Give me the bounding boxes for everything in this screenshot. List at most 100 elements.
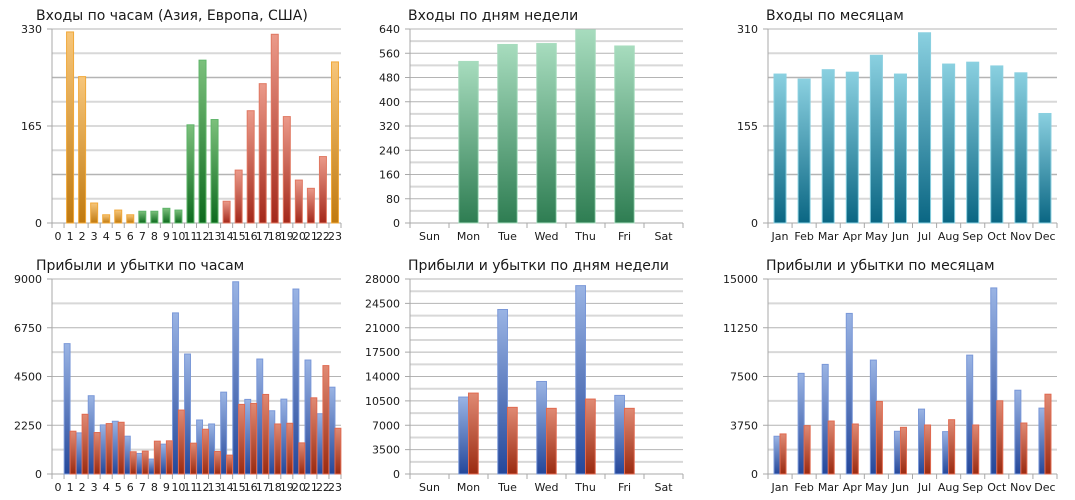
y-tick-label: 9000 [14,273,42,286]
x-tick-label: 5 [115,230,122,243]
bar-16 [246,110,255,224]
bar-Wed [536,43,557,224]
bar-loss-13 [214,450,221,475]
x-tick-label: Sep [962,481,983,494]
bar-loss-Mon [468,392,479,475]
bar-loss-May [875,400,883,475]
x-tick-label: Wed [535,481,559,494]
bar-3 [90,202,99,224]
entries-by-hour-chart: Входы по часам (Азия, Европа, США) 0 165 33… [0,0,358,250]
bar-loss-Fri [624,407,635,475]
bar-loss-Nov [1020,422,1028,475]
bar-profit-Jun [893,430,901,475]
bar-profit-Aug [942,431,950,475]
bar-profit-May [869,359,877,475]
x-tick-label: 1 [67,481,74,494]
bar-profit-11 [184,353,191,475]
bar-5 [114,209,123,224]
x-tick-label: 2 [79,230,86,243]
bar-loss-Dec [1044,393,1052,475]
bar-loss-2 [81,413,89,475]
bar-1 [66,31,75,224]
x-tick-label: Dec [1034,230,1055,243]
y-tick-label: 310 [737,23,758,36]
y-tick-label: 21000 [365,322,400,335]
chart-title: Прибыли и убытки по часам [36,258,244,274]
x-tick-label: 19 [280,230,294,243]
x-tick-label: 14 [220,481,234,494]
x-tick-label: Oct [987,481,1007,494]
bar-profit-3 [87,395,95,475]
bar-loss-19 [286,422,294,475]
x-tick-label: Oct [987,230,1007,243]
x-tick-label: Mar [818,230,839,243]
chart-title: Прибыли и убытки по дням недели [408,258,669,274]
x-tick-label: 14 [220,230,234,243]
entries-by-hour-svg: Входы по часам (Азия, Европа, США)016533… [21,8,342,243]
x-tick-label: 6 [127,481,134,494]
x-tick-label: 13 [208,481,222,494]
x-tick-label: Sun [419,230,440,243]
x-tick-label: Nov [1010,481,1032,494]
bar-profit-Feb [797,372,805,475]
bar-loss-22 [322,365,330,475]
y-tick-label: 3750 [730,419,758,432]
x-tick-label: Feb [794,230,813,243]
bar-6 [126,214,135,224]
bar-profit-Thu [575,285,586,475]
bar-loss-Aug [948,419,956,475]
pnl-by-weekday-svg: Прибыли и убытки по дням недели 0 3500 7000… [365,258,684,494]
bar-Thu [575,29,596,224]
y-tick-label: 480 [379,72,400,85]
bar-22 [318,156,327,224]
x-tick-label: May [865,481,888,494]
x-tick-label: 4 [103,481,110,494]
bar-9 [162,207,171,224]
x-tick-label: 15 [232,230,246,243]
y-tick-label: 0 [751,217,758,230]
bar-loss-4 [105,423,113,475]
pnl-by-hour-svg: Прибыли и убытки по часам022504500675090… [14,258,342,494]
x-tick-label: Sat [654,481,673,494]
chart-title: Прибыли и убытки по месяцам [766,258,995,274]
bar-13 [210,119,219,224]
pnl-by-weekday-chart: Прибыли и убытки по дням недели 0 3500 7000… [358,250,716,500]
y-tick-label: 0 [35,468,42,481]
x-tick-label: Jul [917,481,931,494]
bar-loss-15 [238,403,246,475]
x-tick-label: 3 [91,481,98,494]
x-tick-label: 5 [115,481,122,494]
bar-loss-Wed [546,407,557,475]
bar-Mar [821,69,835,224]
bar-20 [294,179,303,224]
x-tick-label: Sep [962,230,983,243]
bar-18 [270,33,279,224]
bar-Mon [458,60,479,224]
bar-profit-9 [159,443,167,475]
y-tick-label: 17500 [365,346,400,359]
bar-profit-20 [292,288,300,475]
bar-17 [258,83,267,224]
x-tick-label: Mon [457,481,480,494]
x-tick-label: Fri [618,230,631,243]
bar-8 [150,210,159,224]
bar-profit-1 [63,343,71,475]
y-tick-label: 0 [393,217,400,230]
bar-2 [78,76,87,224]
x-tick-label: Thu [574,230,596,243]
chart-title: Входы по месяцам [766,8,904,24]
x-tick-label: Apr [843,230,863,243]
bar-profit-2 [75,432,83,475]
y-tick-label: 80 [386,193,400,206]
x-tick-label: Aug [938,481,959,494]
bar-loss-12 [202,428,209,475]
entries-by-weekday-svg: Входы по дням недели 0 80 160 240 320 400 480 56… [379,8,684,243]
bar-Nov [1014,72,1028,224]
x-tick-label: 10 [171,481,185,494]
bar-profit-Wed [536,380,547,475]
y-tick-label: 6750 [14,322,42,335]
y-tick-label: 15000 [723,273,758,286]
entries-by-weekday-chart: Входы по дням недели 0 80 160 240 320 400 480 56… [358,0,716,250]
y-tick-label: 7500 [730,371,758,384]
